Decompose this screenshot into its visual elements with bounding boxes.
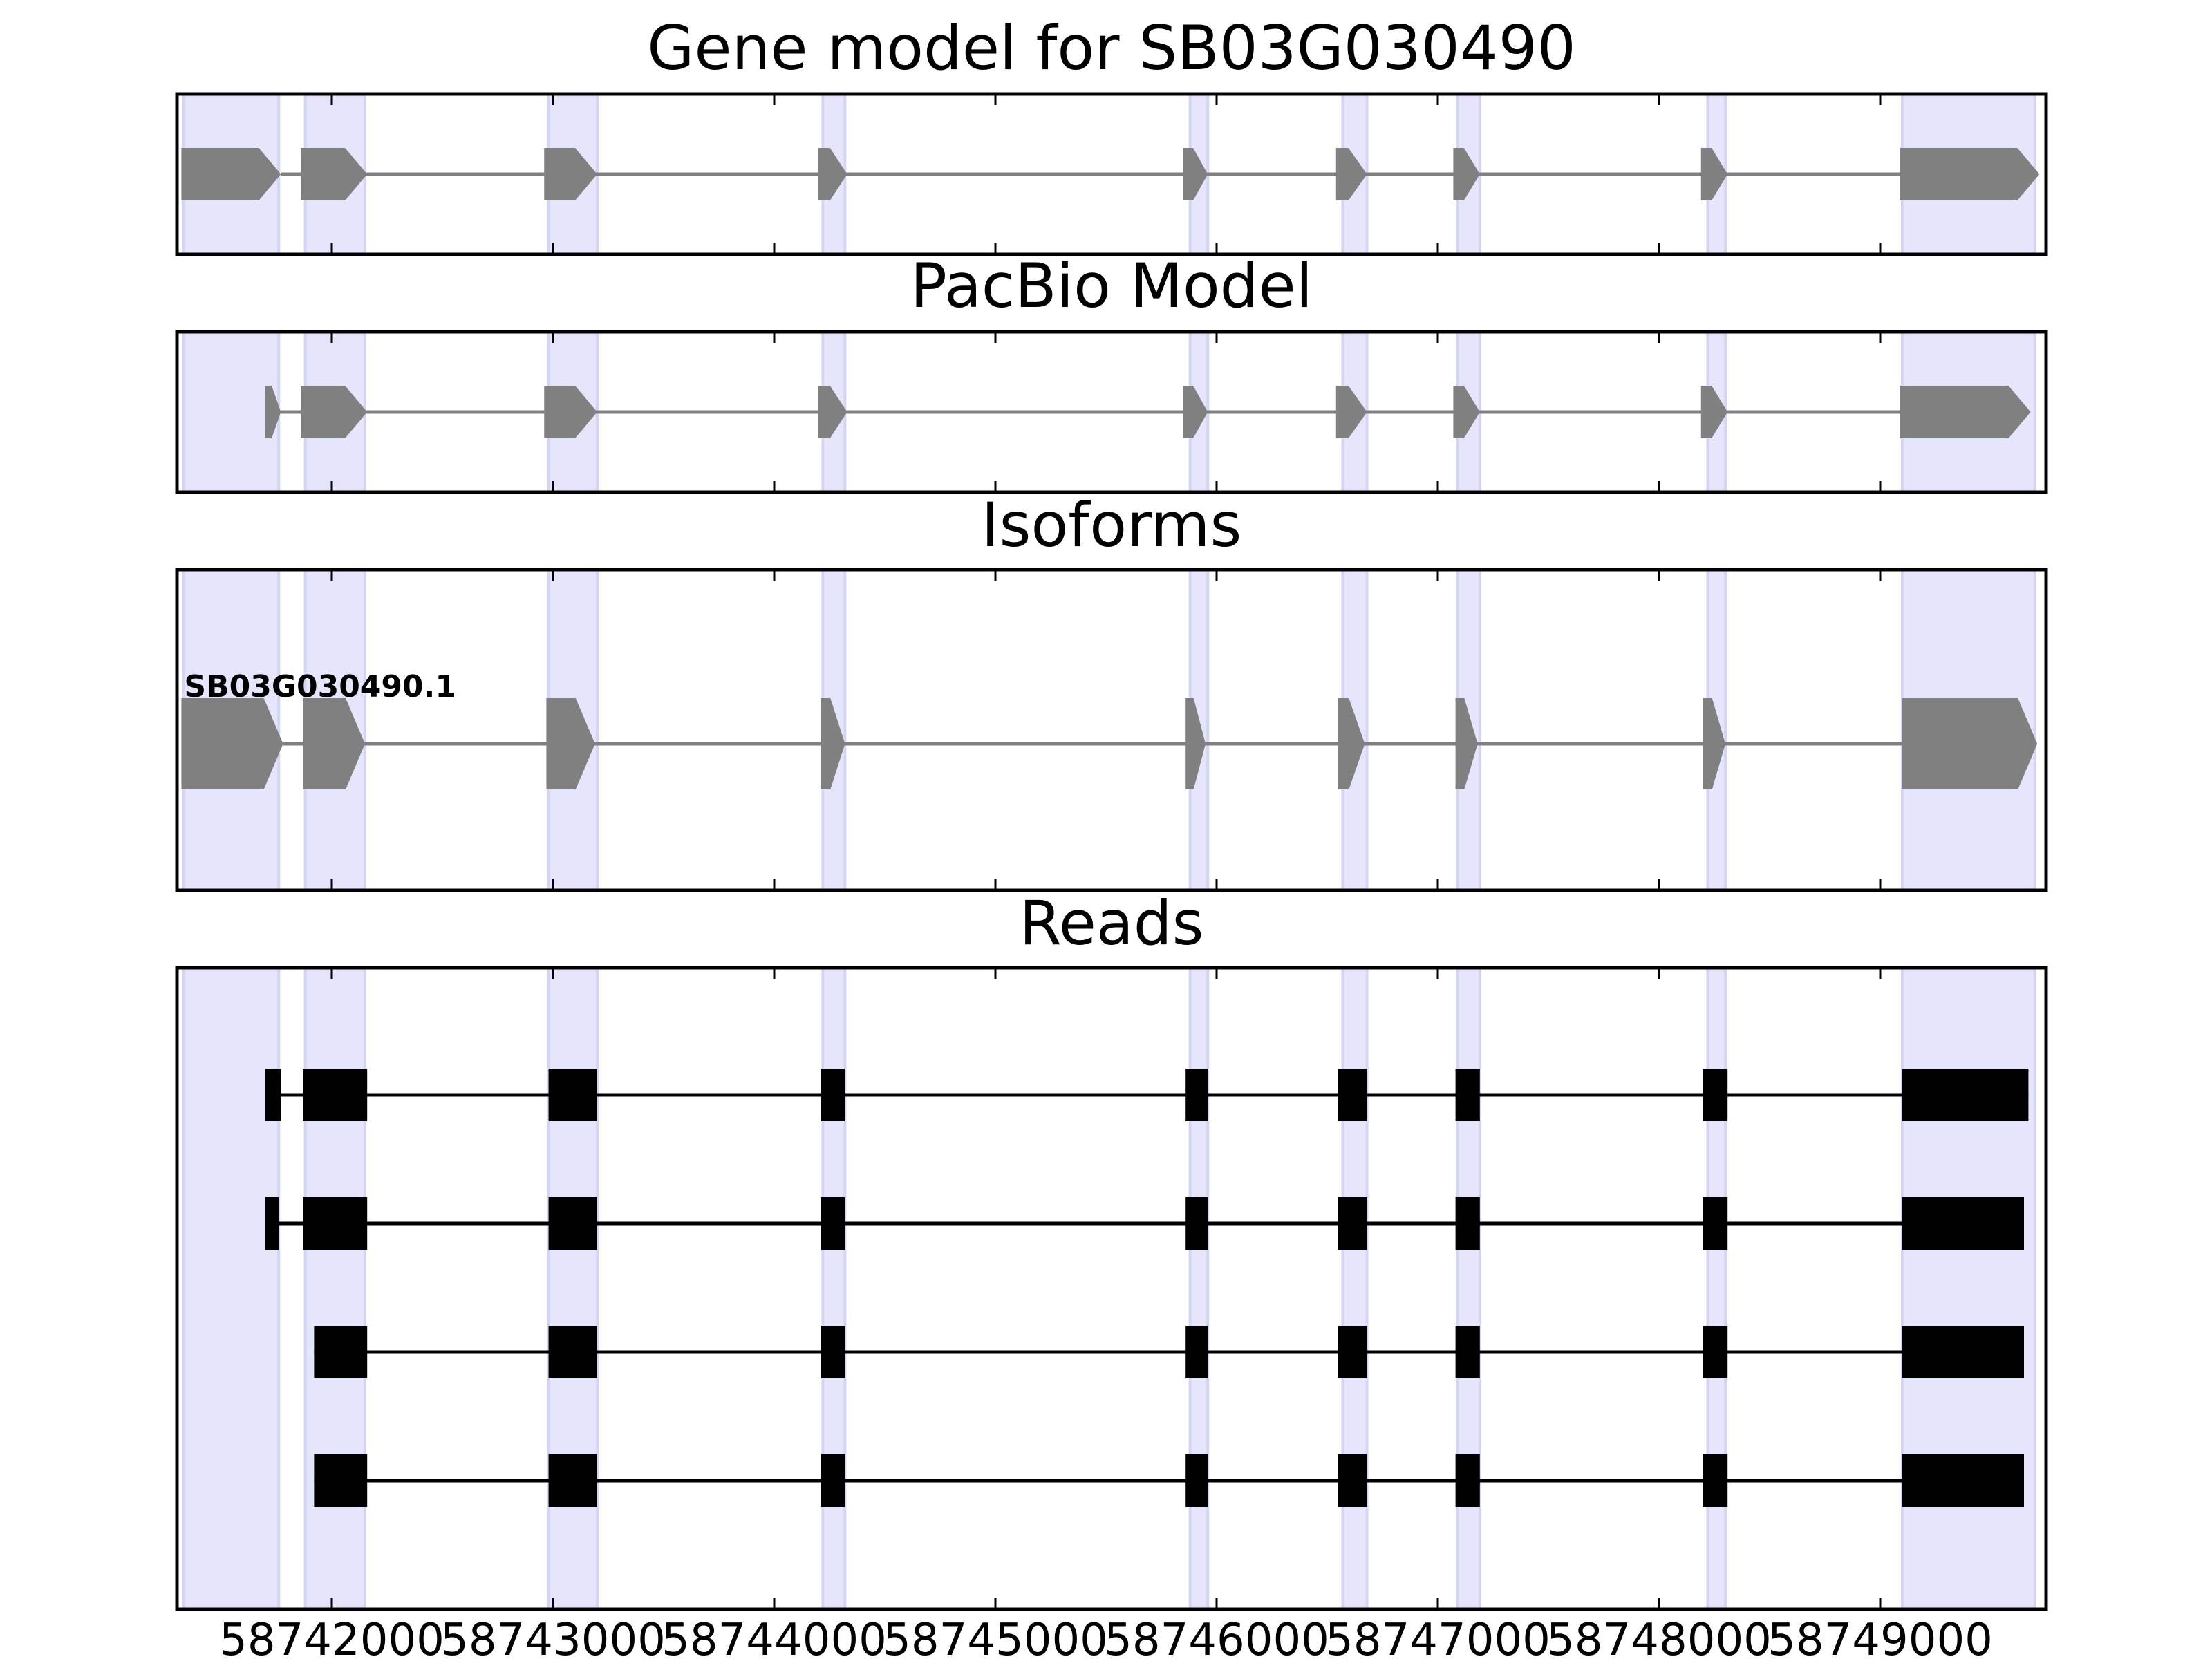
read-exon	[1902, 1197, 2024, 1250]
exon	[1338, 698, 1365, 789]
read-exon	[1703, 1326, 1728, 1378]
read-exon	[1703, 1069, 1728, 1121]
panel-1: PacBio Model	[175, 250, 2048, 494]
panel-frame	[175, 966, 2048, 1611]
shaded-region	[1706, 966, 1727, 1611]
exon	[303, 698, 365, 789]
panel-2: Isoforms SB03G030490.1	[175, 489, 2048, 892]
isoform-label: SB03G030490.1	[184, 669, 456, 704]
exon	[1703, 698, 1725, 789]
read-exon	[1338, 1069, 1367, 1121]
shaded-region	[1188, 966, 1210, 1611]
exon	[1902, 698, 2038, 789]
panel-title: PacBio Model	[910, 250, 1313, 321]
read-exon	[1185, 1326, 1208, 1378]
exon	[181, 148, 281, 200]
panel-title: Gene model for SB03G030490	[647, 12, 1576, 84]
read-exon	[1185, 1197, 1208, 1250]
x-tick-label: 58749000	[1768, 1615, 1993, 1659]
panel-3: Reads	[175, 888, 2048, 1611]
panel-frame	[175, 568, 2048, 892]
read-exon	[1455, 1197, 1480, 1250]
exon	[1453, 148, 1480, 200]
x-tick-label: 58745000	[883, 1615, 1108, 1659]
read-exon	[821, 1326, 845, 1378]
panel-0: Gene model for SB03G030490	[175, 12, 2048, 256]
panel-title: Reads	[1020, 888, 1204, 959]
read-exon	[1338, 1454, 1367, 1507]
read-exon	[265, 1069, 281, 1121]
exon	[1453, 386, 1480, 438]
exon	[301, 386, 368, 438]
read-exon	[314, 1326, 368, 1378]
read-exon	[548, 1069, 597, 1121]
exon	[544, 148, 597, 200]
read-exon	[1902, 1454, 2024, 1507]
exon	[1183, 386, 1208, 438]
exon	[265, 386, 281, 438]
read-exon	[821, 1454, 845, 1507]
panel-frame	[175, 330, 2048, 494]
shaded-region	[303, 966, 367, 1611]
read-exon	[1902, 1069, 2029, 1121]
read-exon	[303, 1069, 368, 1121]
exon	[1185, 698, 1206, 789]
exon	[301, 148, 368, 200]
read-exon	[1455, 1069, 1480, 1121]
exon	[818, 148, 847, 200]
shaded-region	[547, 966, 599, 1611]
read-exon	[303, 1197, 368, 1250]
exon	[181, 698, 283, 789]
shaded-region	[182, 330, 281, 494]
x-tick-label: 58743000	[440, 1615, 666, 1659]
x-tick-label: 58746000	[1104, 1615, 1329, 1659]
read-exon	[1703, 1197, 1728, 1250]
read-exon	[1455, 1326, 1480, 1378]
exon	[1455, 698, 1478, 789]
read-exon	[548, 1326, 597, 1378]
read-exon	[1185, 1069, 1208, 1121]
read-exon	[1455, 1454, 1480, 1507]
x-tick-label: 58744000	[662, 1615, 887, 1659]
read-exon	[1902, 1326, 2024, 1378]
read-exon	[1338, 1326, 1367, 1378]
read-exon	[821, 1069, 845, 1121]
panel-title: Isoforms	[982, 489, 1242, 561]
exon	[1900, 386, 2031, 438]
read-exon	[548, 1197, 597, 1250]
read-exon	[1338, 1197, 1367, 1250]
read-exon	[265, 1197, 279, 1250]
shaded-region	[1341, 966, 1369, 1611]
shaded-region	[182, 966, 281, 1611]
shaded-region	[1901, 966, 2036, 1611]
read-exon	[1703, 1454, 1728, 1507]
exon	[1700, 386, 1728, 438]
exon	[1900, 148, 2040, 200]
read-exon	[548, 1454, 597, 1507]
read-exon	[821, 1197, 845, 1250]
x-tick-label: 58748000	[1546, 1615, 1772, 1659]
x-tick-label: 58747000	[1325, 1615, 1550, 1659]
exon	[1700, 148, 1728, 200]
exon	[1183, 148, 1208, 200]
x-tick-label: 58742000	[219, 1615, 444, 1659]
read-exon	[314, 1454, 368, 1507]
exon	[818, 386, 847, 438]
exon	[1335, 148, 1367, 200]
exon	[821, 698, 845, 789]
panel-frame	[175, 92, 2048, 256]
exon	[544, 386, 597, 438]
read-exon	[1185, 1454, 1208, 1507]
shaded-region	[821, 966, 847, 1611]
shaded-region	[1456, 966, 1481, 1611]
exon	[1335, 386, 1367, 438]
exon	[546, 698, 595, 789]
